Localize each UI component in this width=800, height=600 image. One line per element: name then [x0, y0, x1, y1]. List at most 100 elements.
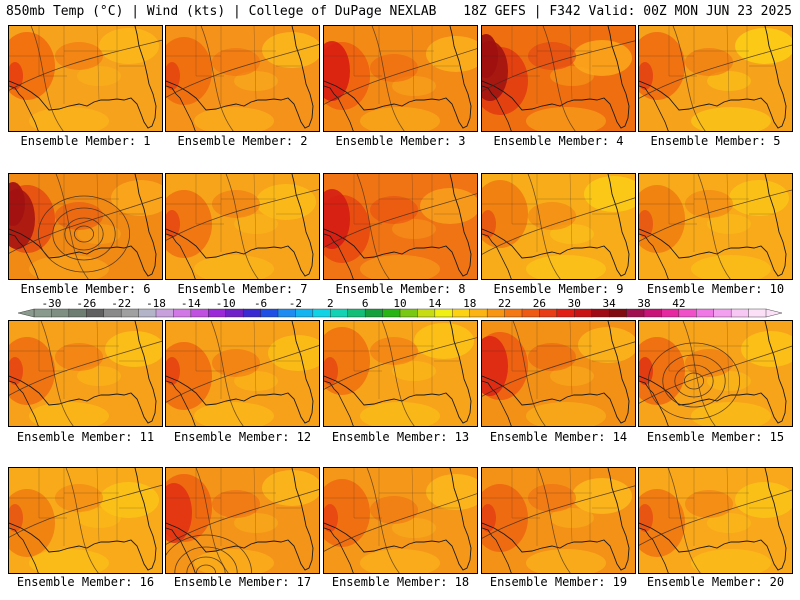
colorbar-segment [730, 308, 750, 318]
colorbar-segment [608, 308, 628, 318]
ensemble-member-label: Ensemble Member: 6 [20, 282, 151, 296]
colorbar-segment [120, 308, 140, 318]
ensemble-member-label: Ensemble Member: 5 [650, 134, 781, 148]
colorbar-segment [556, 308, 575, 318]
colorbar-segment [155, 308, 174, 318]
colorbar-segment [452, 308, 471, 318]
colorbar-tick-label: 22 [498, 298, 511, 310]
colorbar-segment [434, 308, 453, 318]
ensemble-member-label: Ensemble Member: 11 [16, 430, 155, 444]
colorbar-segment [86, 308, 105, 318]
colorbar-segment [33, 308, 52, 318]
colorbar-segment [173, 308, 192, 318]
colorbar-segment [504, 308, 523, 318]
colorbar-tick-label: -2 [289, 298, 302, 310]
colorbar-tick-label: -14 [181, 298, 201, 310]
colorbar-tick-label: -6 [254, 298, 267, 310]
ensemble-member-map [165, 320, 320, 427]
colorbar-segment [678, 308, 697, 318]
colorbar-segment [330, 308, 349, 318]
ensemble-member-label: Ensemble Member: 15 [646, 430, 785, 444]
colorbar-segment [103, 308, 122, 318]
ensemble-member-map [8, 173, 163, 280]
ensemble-member-label: Ensemble Member: 17 [173, 575, 312, 589]
ensemble-member-map [165, 173, 320, 280]
ensemble-member-map [323, 173, 478, 280]
ensemble-member-label: Ensemble Member: 8 [335, 282, 466, 296]
colorbar-tick-label: -10 [216, 298, 236, 310]
colorbar-segment [713, 308, 732, 318]
colorbar-segment [521, 308, 540, 318]
colorbar-segment [138, 308, 157, 318]
ensemble-member-label: Ensemble Member: 20 [646, 575, 785, 589]
colorbar-segment [643, 308, 662, 318]
colorbar-segment [469, 308, 488, 318]
ensemble-member-map [638, 25, 793, 132]
ensemble-member-label: Ensemble Member: 19 [489, 575, 628, 589]
colorbar-tick-label: 14 [428, 298, 442, 310]
colorbar-tick-label: 10 [393, 298, 406, 310]
colorbar-segment [574, 308, 593, 318]
colorbar-segment [382, 308, 401, 318]
ensemble-member-map [165, 25, 320, 132]
ensemble-member-label: Ensemble Member: 4 [493, 134, 624, 148]
ensemble-member-map [638, 320, 793, 427]
ensemble-member-map [165, 467, 320, 574]
colorbar-segment [399, 308, 418, 318]
ensemble-member-map [8, 25, 163, 132]
colorbar-segment [748, 308, 767, 318]
colorbar-segment [591, 308, 610, 318]
colorbar-segment [539, 308, 558, 318]
ensemble-member-map [8, 320, 163, 427]
ensemble-member-label: Ensemble Member: 9 [493, 282, 624, 296]
colorbar-segment [242, 308, 262, 318]
colorbar-segment [312, 308, 331, 318]
colorbar-segment [225, 308, 244, 318]
ensemble-member-map [481, 320, 636, 427]
colorbar-segment [364, 308, 384, 318]
ensemble-member-label: Ensemble Member: 7 [177, 282, 308, 296]
colorbar-tick-label: 30 [568, 298, 581, 310]
colorbar-tick-label: 6 [362, 298, 369, 310]
colorbar-tick-label: 42 [672, 298, 685, 310]
colorbar-segment [626, 308, 645, 318]
colorbar-tick-label: -18 [146, 298, 166, 310]
ensemble-member-map [323, 467, 478, 574]
ensemble-member-label: Ensemble Member: 18 [331, 575, 470, 589]
ensemble-member-map [323, 25, 478, 132]
ensemble-member-map [638, 467, 793, 574]
ensemble-member-label: Ensemble Member: 2 [177, 134, 308, 148]
colorbar-tick-label: -30 [41, 298, 61, 310]
chart-title: 850mb Temp (°C) | Wind (kts) | College o… [6, 4, 437, 19]
temperature-colorbar: -30 -26 -22 -18 -14 -10 -6 -2 2 6 10 14 18 22 26 30 34 38… [17, 298, 783, 318]
colorbar-tick-label: -26 [76, 298, 96, 310]
ensemble-member-label: Ensemble Member: 16 [16, 575, 155, 589]
colorbar-segment [260, 308, 279, 318]
ensemble-member-map [8, 467, 163, 574]
colorbar-segment [417, 308, 436, 318]
colorbar-tick-label: 34 [603, 298, 617, 310]
ensemble-member-label: Ensemble Member: 1 [20, 134, 151, 148]
colorbar-tick-label: -22 [111, 298, 131, 310]
colorbar-tick-label: 26 [533, 298, 546, 310]
ensemble-member-map [481, 173, 636, 280]
colorbar-tick-label: 38 [637, 298, 650, 310]
colorbar-segment [190, 308, 209, 318]
ensemble-member-map [481, 467, 636, 574]
colorbar-tick-label: 2 [327, 298, 334, 310]
ensemble-member-map [638, 173, 793, 280]
ensemble-member-label: Ensemble Member: 14 [489, 430, 628, 444]
ensemble-member-map [481, 25, 636, 132]
ensemble-member-label: Ensemble Member: 13 [331, 430, 470, 444]
colorbar-segment [347, 308, 366, 318]
ensemble-member-label: Ensemble Member: 12 [173, 430, 312, 444]
colorbar-tick-label: 18 [463, 298, 476, 310]
colorbar-segment [277, 308, 296, 318]
colorbar-segment [295, 308, 314, 318]
colorbar-segment [486, 308, 506, 318]
ensemble-member-label: Ensemble Member: 10 [646, 282, 785, 296]
colorbar-segment [68, 308, 87, 318]
ensemble-member-map [323, 320, 478, 427]
colorbar-segment [661, 308, 680, 318]
ensemble-member-label: Ensemble Member: 3 [335, 134, 466, 148]
